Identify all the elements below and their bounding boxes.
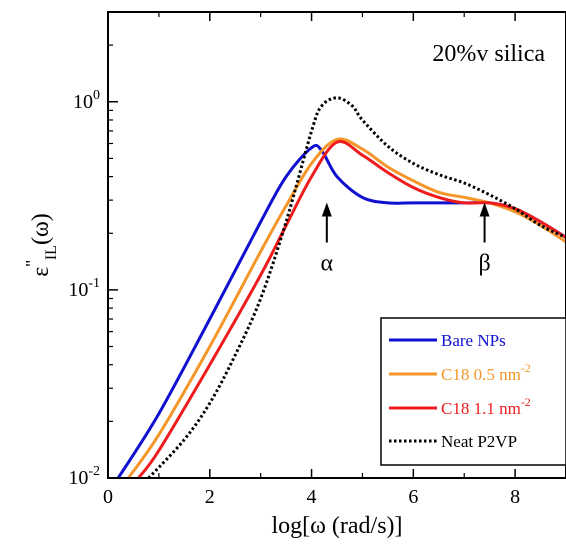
x-tick-label: 6 (408, 486, 418, 508)
series-line-2 (137, 139, 566, 478)
legend-label-1: C18 0.5 nm-2 (441, 361, 531, 384)
y-axis-label-prime: '' (22, 260, 42, 267)
x-tick-label: 0 (103, 486, 113, 508)
y-axis-label-tail: (ω) (28, 213, 54, 245)
legend-label-3: Neat P2VP (441, 432, 517, 451)
annotation-arrow-head (479, 202, 490, 217)
legend-label-0: Bare NPs (441, 331, 506, 350)
x-tick-label: 2 (205, 486, 215, 508)
annotation-label-0: α (321, 251, 334, 277)
series-line-3 (147, 96, 566, 478)
legend-box (380, 317, 566, 466)
x-tick-label: 4 (307, 486, 317, 508)
x-axis-label: log[ω (rad/s)] (271, 513, 402, 539)
x-tick-label: 8 (510, 486, 520, 508)
y-tick-label: 10-1 (68, 276, 100, 301)
y-axis-label: ε''IL(ω) (22, 213, 60, 276)
y-tick-label: 100 (73, 88, 100, 113)
legend-items: Bare NPs C18 0.5 nm-2 C18 1.1 nm-2 Neat P2V… (389, 331, 531, 451)
series-layer (116, 96, 566, 478)
plot-frame (107, 11, 566, 479)
chart-title: 20%v silica (432, 41, 545, 67)
legend: Bare NPs C18 0.5 nm-2 C18 1.1 nm-2 Neat P2V… (380, 317, 566, 466)
y-axis-label-main: ε (28, 267, 54, 277)
legend-label-2: C18 1.1 nm-2 (441, 395, 531, 418)
y-tick-label: 10-2 (68, 464, 100, 489)
axes-layer: 0 2 4 6 8 10-2 10-1 100 (68, 11, 520, 508)
annotation-label-1: β (478, 251, 490, 277)
annotation-arrow-head (321, 202, 332, 217)
y-axis-label-sub: IL (43, 245, 60, 260)
